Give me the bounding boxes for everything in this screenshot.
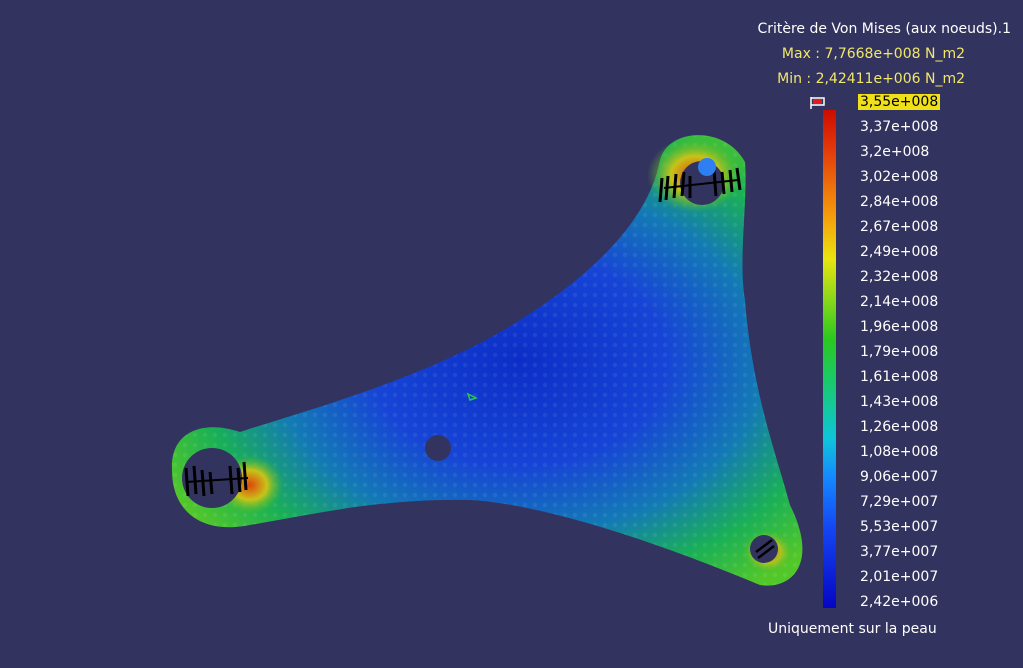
legend-min-value: Min : 2,42411e+006 N_m2	[777, 71, 965, 87]
legend-tick-8: 2,14e+008	[860, 294, 939, 310]
legend-footer: Uniquement sur la peau	[768, 621, 937, 637]
legend-tick-6: 2,49e+008	[860, 244, 939, 260]
legend-tick-12: 1,43e+008	[860, 394, 939, 410]
legend-tick-17: 5,53e+007	[860, 519, 939, 535]
fea-part	[171, 135, 803, 586]
legend-tick-20: 2,42e+006	[860, 594, 939, 610]
legend-tick-0[interactable]: 3,55e+008	[858, 94, 941, 110]
flag-icon[interactable]	[810, 96, 832, 110]
legend-tick-11: 1,61e+008	[860, 369, 939, 385]
clamp-symbol-bottom	[755, 539, 775, 559]
node-marker	[698, 158, 716, 176]
legend-tick-7: 2,32e+008	[860, 269, 939, 285]
legend-tick-16: 7,29e+007	[860, 494, 939, 510]
legend-tick-19: 2,01e+007	[860, 569, 939, 585]
legend-tick-10: 1,79e+008	[860, 344, 939, 360]
legend-max-value: Max : 7,7668e+008 N_m2	[781, 46, 965, 62]
hole-center	[425, 435, 451, 461]
clamp-symbol-top	[658, 167, 742, 203]
color-scale-bar[interactable]	[823, 110, 836, 608]
clamp-symbol-left	[184, 461, 249, 497]
legend-tick-13: 1,26e+008	[860, 419, 939, 435]
legend-tick-18: 3,77e+007	[860, 544, 939, 560]
legend-tick-2: 3,2e+008	[860, 144, 930, 160]
legend-title: Critère de Von Mises (aux noeuds).1	[757, 21, 1011, 37]
legend-tick-15: 9,06e+007	[860, 469, 939, 485]
legend-tick-9: 1,96e+008	[860, 319, 939, 335]
hole-bottom	[750, 535, 778, 563]
legend-tick-1: 3,37e+008	[860, 119, 939, 135]
legend-tick-14: 1,08e+008	[860, 444, 939, 460]
legend-tick-4: 2,84e+008	[860, 194, 939, 210]
legend-tick-3: 3,02e+008	[860, 169, 939, 185]
legend-tick-5: 2,67e+008	[860, 219, 939, 235]
cursor-marker	[466, 392, 478, 401]
